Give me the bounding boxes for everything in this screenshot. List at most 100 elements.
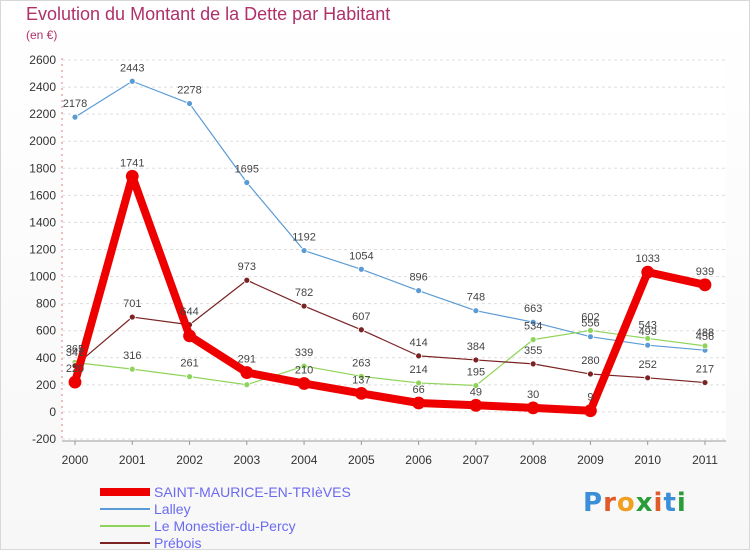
data-label: 341 — [66, 347, 84, 359]
data-point — [587, 333, 594, 341]
legend-label: Le Monestier-du-Percy — [154, 518, 296, 534]
data-point — [701, 379, 709, 386]
data-label: 66 — [412, 384, 424, 396]
data-label: 2178 — [63, 98, 87, 110]
data-label: 365 — [66, 344, 84, 356]
data-label: 252 — [639, 359, 657, 371]
legend-swatch — [100, 488, 150, 496]
data-point — [297, 377, 311, 390]
data-label: 137 — [352, 374, 370, 386]
data-point — [240, 366, 254, 379]
data-point — [300, 302, 308, 310]
x-tick-label: 2008 — [520, 453, 547, 467]
data-label: 607 — [352, 311, 370, 323]
proxiti-logo: Proxiti — [583, 488, 687, 518]
data-point — [357, 372, 365, 380]
data-point — [412, 396, 426, 410]
x-tick-label: 2010 — [634, 453, 661, 467]
x-tick-label: 2011 — [692, 453, 718, 467]
logo-letter: o — [616, 488, 636, 518]
data-label: 782 — [295, 287, 313, 299]
logo-letter: i — [653, 488, 664, 518]
y-tick-label: 800 — [36, 297, 56, 311]
data-point — [472, 382, 480, 389]
data-point — [128, 313, 136, 321]
data-label: 939 — [696, 266, 714, 278]
y-tick-label: 2400 — [29, 80, 56, 94]
logo-letter: r — [603, 488, 617, 518]
data-point — [300, 247, 308, 254]
data-label: 280 — [581, 355, 599, 367]
y-tick-label: 2000 — [29, 134, 56, 148]
data-point — [128, 365, 136, 373]
data-point — [125, 169, 139, 183]
legend-label: SAINT-MAURICE-EN-TRIèVES — [154, 484, 351, 500]
series-line — [74, 279, 706, 384]
series-le-monestier-du-percy — [71, 327, 709, 389]
x-tick-label: 2000 — [62, 453, 89, 467]
data-label: 644 — [180, 306, 198, 318]
series-lalley — [71, 77, 709, 354]
x-tick-label: 2007 — [463, 453, 490, 467]
data-point — [529, 336, 537, 344]
y-tick-label: 400 — [36, 351, 56, 365]
y-tick-label: 2600 — [29, 53, 56, 67]
data-point — [644, 374, 652, 382]
data-label: 30 — [527, 389, 539, 401]
data-label: 456 — [696, 331, 714, 343]
data-label: 2278 — [177, 85, 201, 97]
data-label: 556 — [581, 318, 599, 330]
y-tick-label: 2200 — [29, 107, 56, 121]
legend-swatch — [100, 542, 150, 544]
data-point — [641, 265, 655, 279]
data-label: 1033 — [635, 253, 659, 265]
x-tick-label: 2001 — [119, 453, 146, 467]
data-point — [472, 307, 480, 315]
data-label: 1695 — [235, 163, 259, 175]
data-label: 701 — [123, 298, 141, 310]
series-line — [71, 172, 706, 415]
data-point — [587, 370, 594, 378]
data-label: 488 — [696, 327, 714, 339]
data-point — [698, 278, 712, 292]
data-label: 663 — [524, 303, 542, 315]
data-point — [183, 329, 196, 343]
logo-letter: i — [676, 488, 687, 518]
series-line — [74, 329, 706, 387]
legend-swatch — [100, 525, 150, 527]
data-point — [68, 375, 82, 389]
logo-letter: x — [635, 488, 654, 518]
data-label: 602 — [581, 311, 599, 323]
data-label: 9 — [587, 392, 593, 404]
line-chart: -200 0 200 400 600 800 1000 1200 1400 1600 1800 200… — [29, 53, 726, 467]
y-tick-label: 1800 — [29, 161, 56, 175]
y-tick-label: 1600 — [29, 188, 56, 202]
x-tick-label: 2005 — [348, 453, 375, 467]
data-label: 355 — [524, 345, 542, 357]
x-tick-label: 2003 — [233, 453, 260, 467]
data-point — [469, 398, 483, 412]
data-label: 261 — [180, 358, 198, 370]
logo-letter: t — [663, 488, 677, 518]
data-point — [128, 77, 136, 85]
data-label: 49 — [470, 386, 482, 398]
legend-label: Lalley — [154, 501, 191, 517]
data-point — [529, 360, 537, 368]
data-label: 2443 — [120, 62, 144, 74]
data-point — [472, 356, 480, 364]
data-point — [357, 265, 365, 273]
data-point — [243, 276, 251, 284]
data-label: 291 — [238, 354, 256, 366]
data-label: 534 — [524, 321, 542, 333]
data-label: 214 — [409, 364, 427, 376]
y-tick-label: 1000 — [29, 270, 56, 284]
data-label: 384 — [467, 341, 485, 353]
y-tick-label: 1200 — [29, 243, 56, 257]
series-line — [74, 80, 706, 351]
y-tick-label: 200 — [36, 378, 56, 392]
logo-letter: P — [583, 488, 604, 518]
data-label: 543 — [639, 319, 657, 331]
data-label: 210 — [295, 365, 313, 377]
data-point — [415, 379, 423, 387]
data-label: 1054 — [349, 250, 373, 262]
